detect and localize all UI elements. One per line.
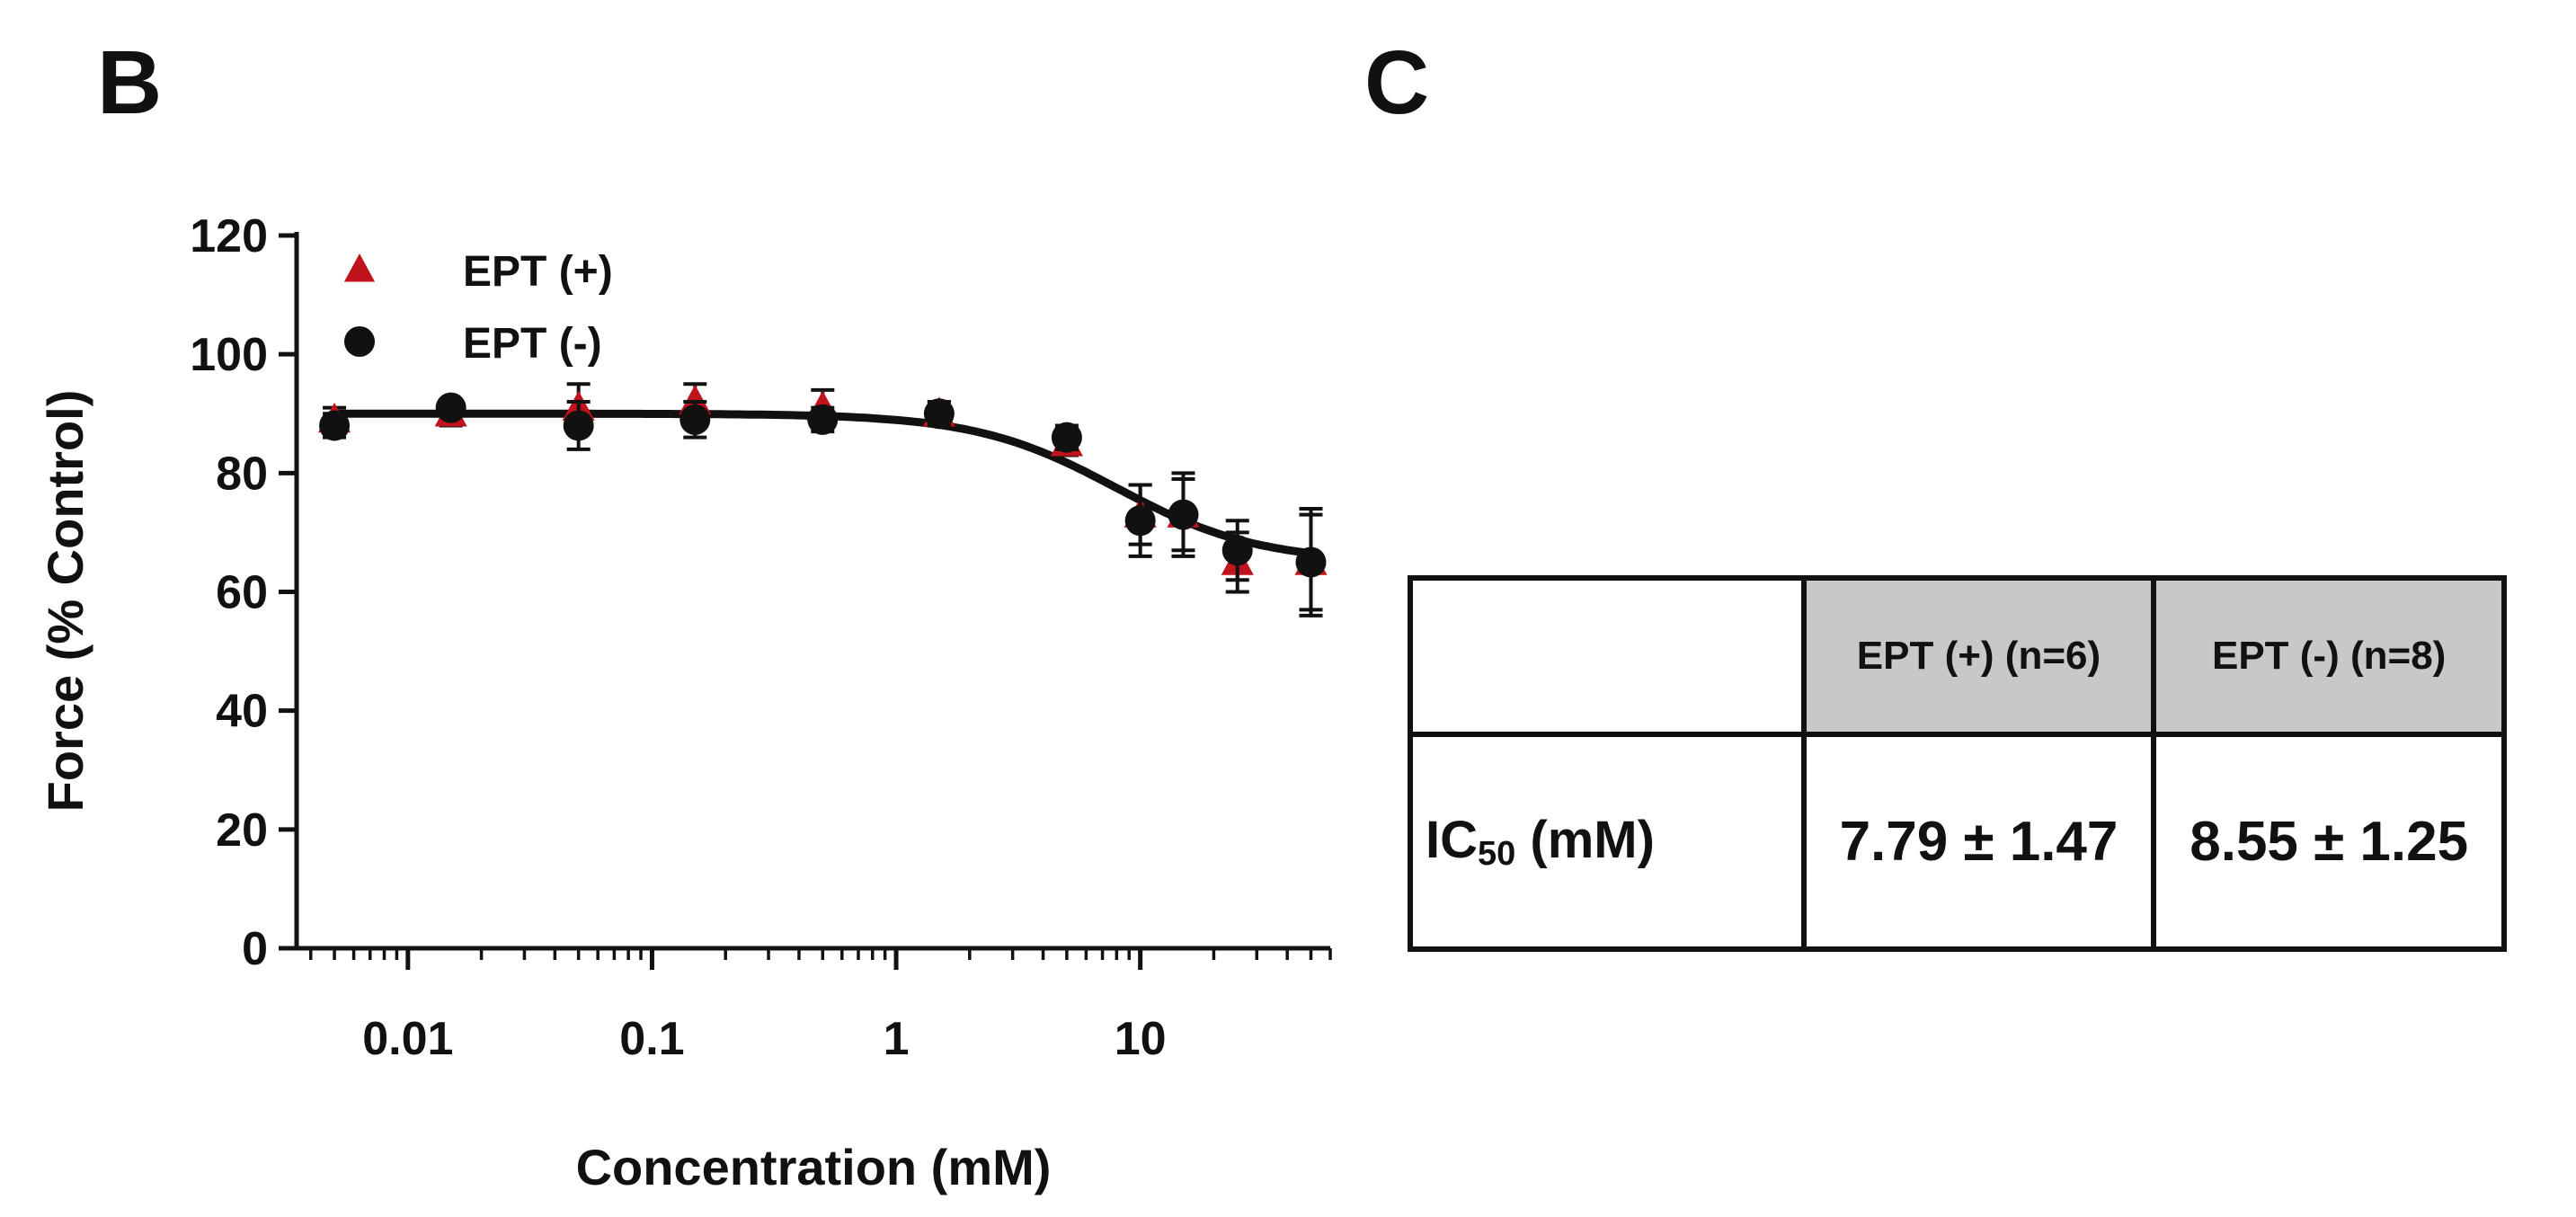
ept-minus-point (563, 410, 594, 441)
y-axis-title: Force (% Control) (37, 390, 93, 813)
row-label-subscript: 50 (1478, 834, 1516, 873)
y-tick-label: 20 (216, 804, 268, 857)
y-tick-label: 0 (242, 923, 268, 975)
ept-minus-point (1221, 535, 1253, 566)
chart-axes: 0 20 40 60 80 100 120 0.01 0.1 1 10 (190, 210, 1332, 1065)
y-tick-label: 100 (190, 329, 268, 381)
ept-minus-point (1168, 499, 1199, 530)
legend-marker-ept-plus (343, 253, 376, 282)
table-header-ept-plus: EPT (+) (n=6) (1800, 575, 2157, 737)
ept-minus-point (923, 398, 955, 430)
legend-label: EPT (-) (463, 320, 602, 368)
table-cell-ept-minus: 8.55 ± 1.25 (2151, 731, 2507, 953)
row-label-main: IC (1426, 810, 1478, 869)
y-tick-label: 60 (216, 567, 268, 619)
ept-minus-point (807, 404, 839, 435)
table-cell-ept-plus: 7.79 ± 1.47 (1800, 731, 2157, 953)
data-marks-layer (318, 382, 1328, 617)
x-tick-label: 0.1 (619, 1013, 684, 1065)
table-header-row: EPT (+) (n=6) EPT (-) (n=8) (1408, 575, 2507, 737)
ept-minus-point (319, 410, 351, 441)
panel-label-c: C (1364, 32, 1430, 133)
x-tick-label: 10 (1115, 1013, 1167, 1065)
table-header-blank (1408, 575, 1807, 737)
row-label-unit: (mM) (1515, 810, 1655, 869)
legend-label: EPT (+) (463, 248, 613, 296)
table-header-ept-minus: EPT (-) (n=8) (2151, 575, 2507, 737)
x-axis-title: Concentration (mM) (576, 1139, 1052, 1195)
ept-minus-point (1295, 546, 1327, 578)
x-tick-label: 1 (884, 1013, 910, 1065)
table-row-label: IC50 (mM) (1408, 731, 1807, 953)
table-row: IC50 (mM) 7.79 ± 1.47 8.55 ± 1.25 (1408, 731, 2507, 953)
y-tick-label: 120 (190, 210, 268, 262)
y-tick-label: 40 (216, 686, 268, 738)
legend-marker-ept-minus (344, 326, 375, 357)
ept-minus-point (680, 404, 711, 435)
ic50-table: EPT (+) (n=6) EPT (-) (n=8) IC50 (mM) 7.… (1408, 575, 2507, 953)
panel-label-b: B (97, 32, 163, 133)
dose-response-chart: 0 20 40 60 80 100 120 0.01 0.1 1 10 EPT (+) EPT (-)… (37, 210, 1332, 1195)
ept-minus-point (1051, 422, 1082, 453)
x-tick-label: 0.01 (362, 1013, 453, 1065)
ept-minus-point (1124, 505, 1156, 537)
y-tick-label: 80 (216, 448, 268, 500)
ept-minus-point (435, 392, 466, 423)
chart-legend: EPT (+) EPT (-) (343, 248, 613, 368)
